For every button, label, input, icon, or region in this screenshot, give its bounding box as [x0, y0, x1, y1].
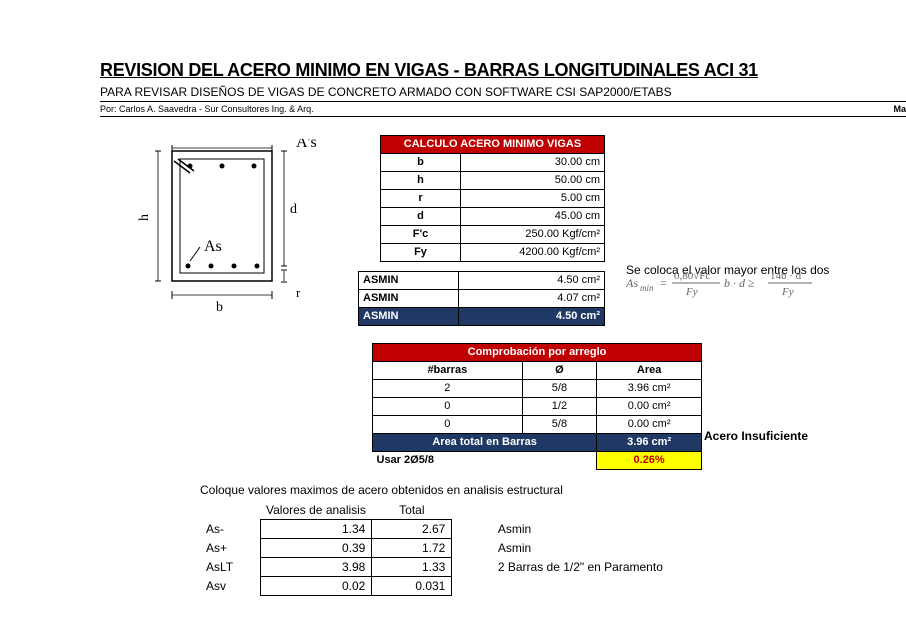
comp-r1-n: 2	[373, 380, 523, 398]
asmin1-value: 4.50 cm²	[459, 272, 605, 290]
svg-text:b · d ≥: b · d ≥	[724, 276, 755, 290]
calc-r-label: r	[381, 190, 461, 208]
formula-area: Se coloca el valor mayor entre los dos A…	[626, 263, 886, 310]
as-neg-note: Asmin	[492, 520, 669, 539]
as-pos-v2: 1.72	[372, 539, 452, 558]
page-subtitle: PARA REVISAR DISEÑOS DE VIGAS DE CONCRET…	[100, 85, 906, 102]
author-right: Ma	[893, 104, 906, 114]
comp-usar: Usar 2Ø5/8	[373, 452, 597, 470]
as-neg-label: As-	[200, 520, 260, 539]
comp-r2-d: 1/2	[522, 398, 597, 416]
svg-text:A's: A's	[296, 139, 317, 151]
svg-text:r: r	[296, 285, 301, 300]
comp-total-label: Area total en Barras	[373, 434, 597, 452]
asmin-final-label: ASMIN	[359, 308, 459, 326]
svg-text:Fy: Fy	[781, 286, 794, 298]
asv-v1: 0.02	[260, 577, 372, 596]
aslt-label: AsLT	[200, 558, 260, 577]
as-pos-label: As+	[200, 539, 260, 558]
comp-total-value: 3.96 cm²	[597, 434, 702, 452]
asmin2-label: ASMIN	[359, 290, 459, 308]
asmin1-label: ASMIN	[359, 272, 459, 290]
author-left: Por: Carlos A. Saavedra - Sur Consultore…	[100, 104, 314, 114]
calc-h-label: h	[381, 172, 461, 190]
asmin-final-value: 4.50 cm²	[459, 308, 605, 326]
analysis-table: Valores de analisis Total As- 1.34 2.67 …	[200, 501, 669, 596]
acero-insuficiente: Acero Insuficiente	[704, 429, 808, 443]
as-neg-v1: 1.34	[260, 520, 372, 539]
svg-text:d: d	[290, 202, 297, 217]
as-neg-v2: 2.67	[372, 520, 452, 539]
comp-r3-n: 0	[373, 416, 523, 434]
comp-r2-n: 0	[373, 398, 523, 416]
aslt-v1: 3.98	[260, 558, 372, 577]
svg-text:min: min	[640, 283, 654, 293]
comp-r3-d: 5/8	[522, 416, 597, 434]
calc-d-value: 45.00 cm	[461, 208, 605, 226]
svg-text:h: h	[137, 214, 152, 221]
comp-title: Comprobación por arreglo	[373, 344, 702, 362]
aslt-v2: 1.33	[372, 558, 452, 577]
svg-text:b: b	[216, 300, 223, 315]
calc-fc-value: 250.00 Kgf/cm²	[461, 226, 605, 244]
author-line: Por: Carlos A. Saavedra - Sur Consultore…	[100, 104, 906, 117]
comp-pct: 0.26%	[597, 452, 702, 470]
aslt-note: 2 Barras de 1/2" en Paramento	[492, 558, 669, 577]
asmin-table: ASMIN4.50 cm² ASMIN4.07 cm² ASMIN4.50 cm…	[358, 271, 605, 326]
comp-table: Comprobación por arreglo #barras Ø Area …	[372, 343, 702, 470]
comp-r2-a: 0.00 cm²	[597, 398, 702, 416]
calc-r-value: 5.00 cm	[461, 190, 605, 208]
calc-fy-value: 4200.00 Kgf/cm²	[461, 244, 605, 262]
comp-r1-a: 3.96 cm²	[597, 380, 702, 398]
calc-fc-label: F'c	[381, 226, 461, 244]
calc-d-label: d	[381, 208, 461, 226]
asv-v2: 0.031	[372, 577, 452, 596]
asv-label: Asv	[200, 577, 260, 596]
svg-text:14b · d: 14b · d	[770, 270, 802, 282]
analysis-col1: Valores de analisis	[260, 501, 372, 520]
svg-text:=: =	[660, 276, 667, 290]
calc-table: CALCULO ACERO MINIMO VIGAS b30.00 cm h50…	[380, 135, 605, 262]
calc-b-label: b	[381, 154, 461, 172]
svg-text:As: As	[626, 276, 638, 290]
comp-r3-a: 0.00 cm²	[597, 416, 702, 434]
calc-title: CALCULO ACERO MINIMO VIGAS	[381, 136, 605, 154]
beam-section-diagram: A's As h d b r	[130, 139, 330, 327]
asmin2-value: 4.07 cm²	[459, 290, 605, 308]
calc-b-value: 30.00 cm	[461, 154, 605, 172]
page-title: REVISION DEL ACERO MINIMO EN VIGAS - BAR…	[100, 60, 906, 81]
analysis-col2: Total	[372, 501, 452, 520]
comp-r1-d: 5/8	[522, 380, 597, 398]
analysis-note: Coloque valores maximos de acero obtenid…	[200, 483, 669, 497]
comp-h3: Area	[597, 362, 702, 380]
comp-h1: #barras	[373, 362, 523, 380]
calc-fy-label: Fy	[381, 244, 461, 262]
svg-text:Fy: Fy	[685, 286, 698, 298]
comp-h2: Ø	[522, 362, 597, 380]
as-pos-v1: 0.39	[260, 539, 372, 558]
calc-h-value: 50.00 cm	[461, 172, 605, 190]
asv-note	[492, 577, 669, 596]
as-pos-note: Asmin	[492, 539, 669, 558]
svg-text:As: As	[204, 238, 222, 255]
analysis-section: Coloque valores maximos de acero obtenid…	[200, 483, 669, 596]
svg-text:0,80√Fc: 0,80√Fc	[674, 270, 710, 282]
